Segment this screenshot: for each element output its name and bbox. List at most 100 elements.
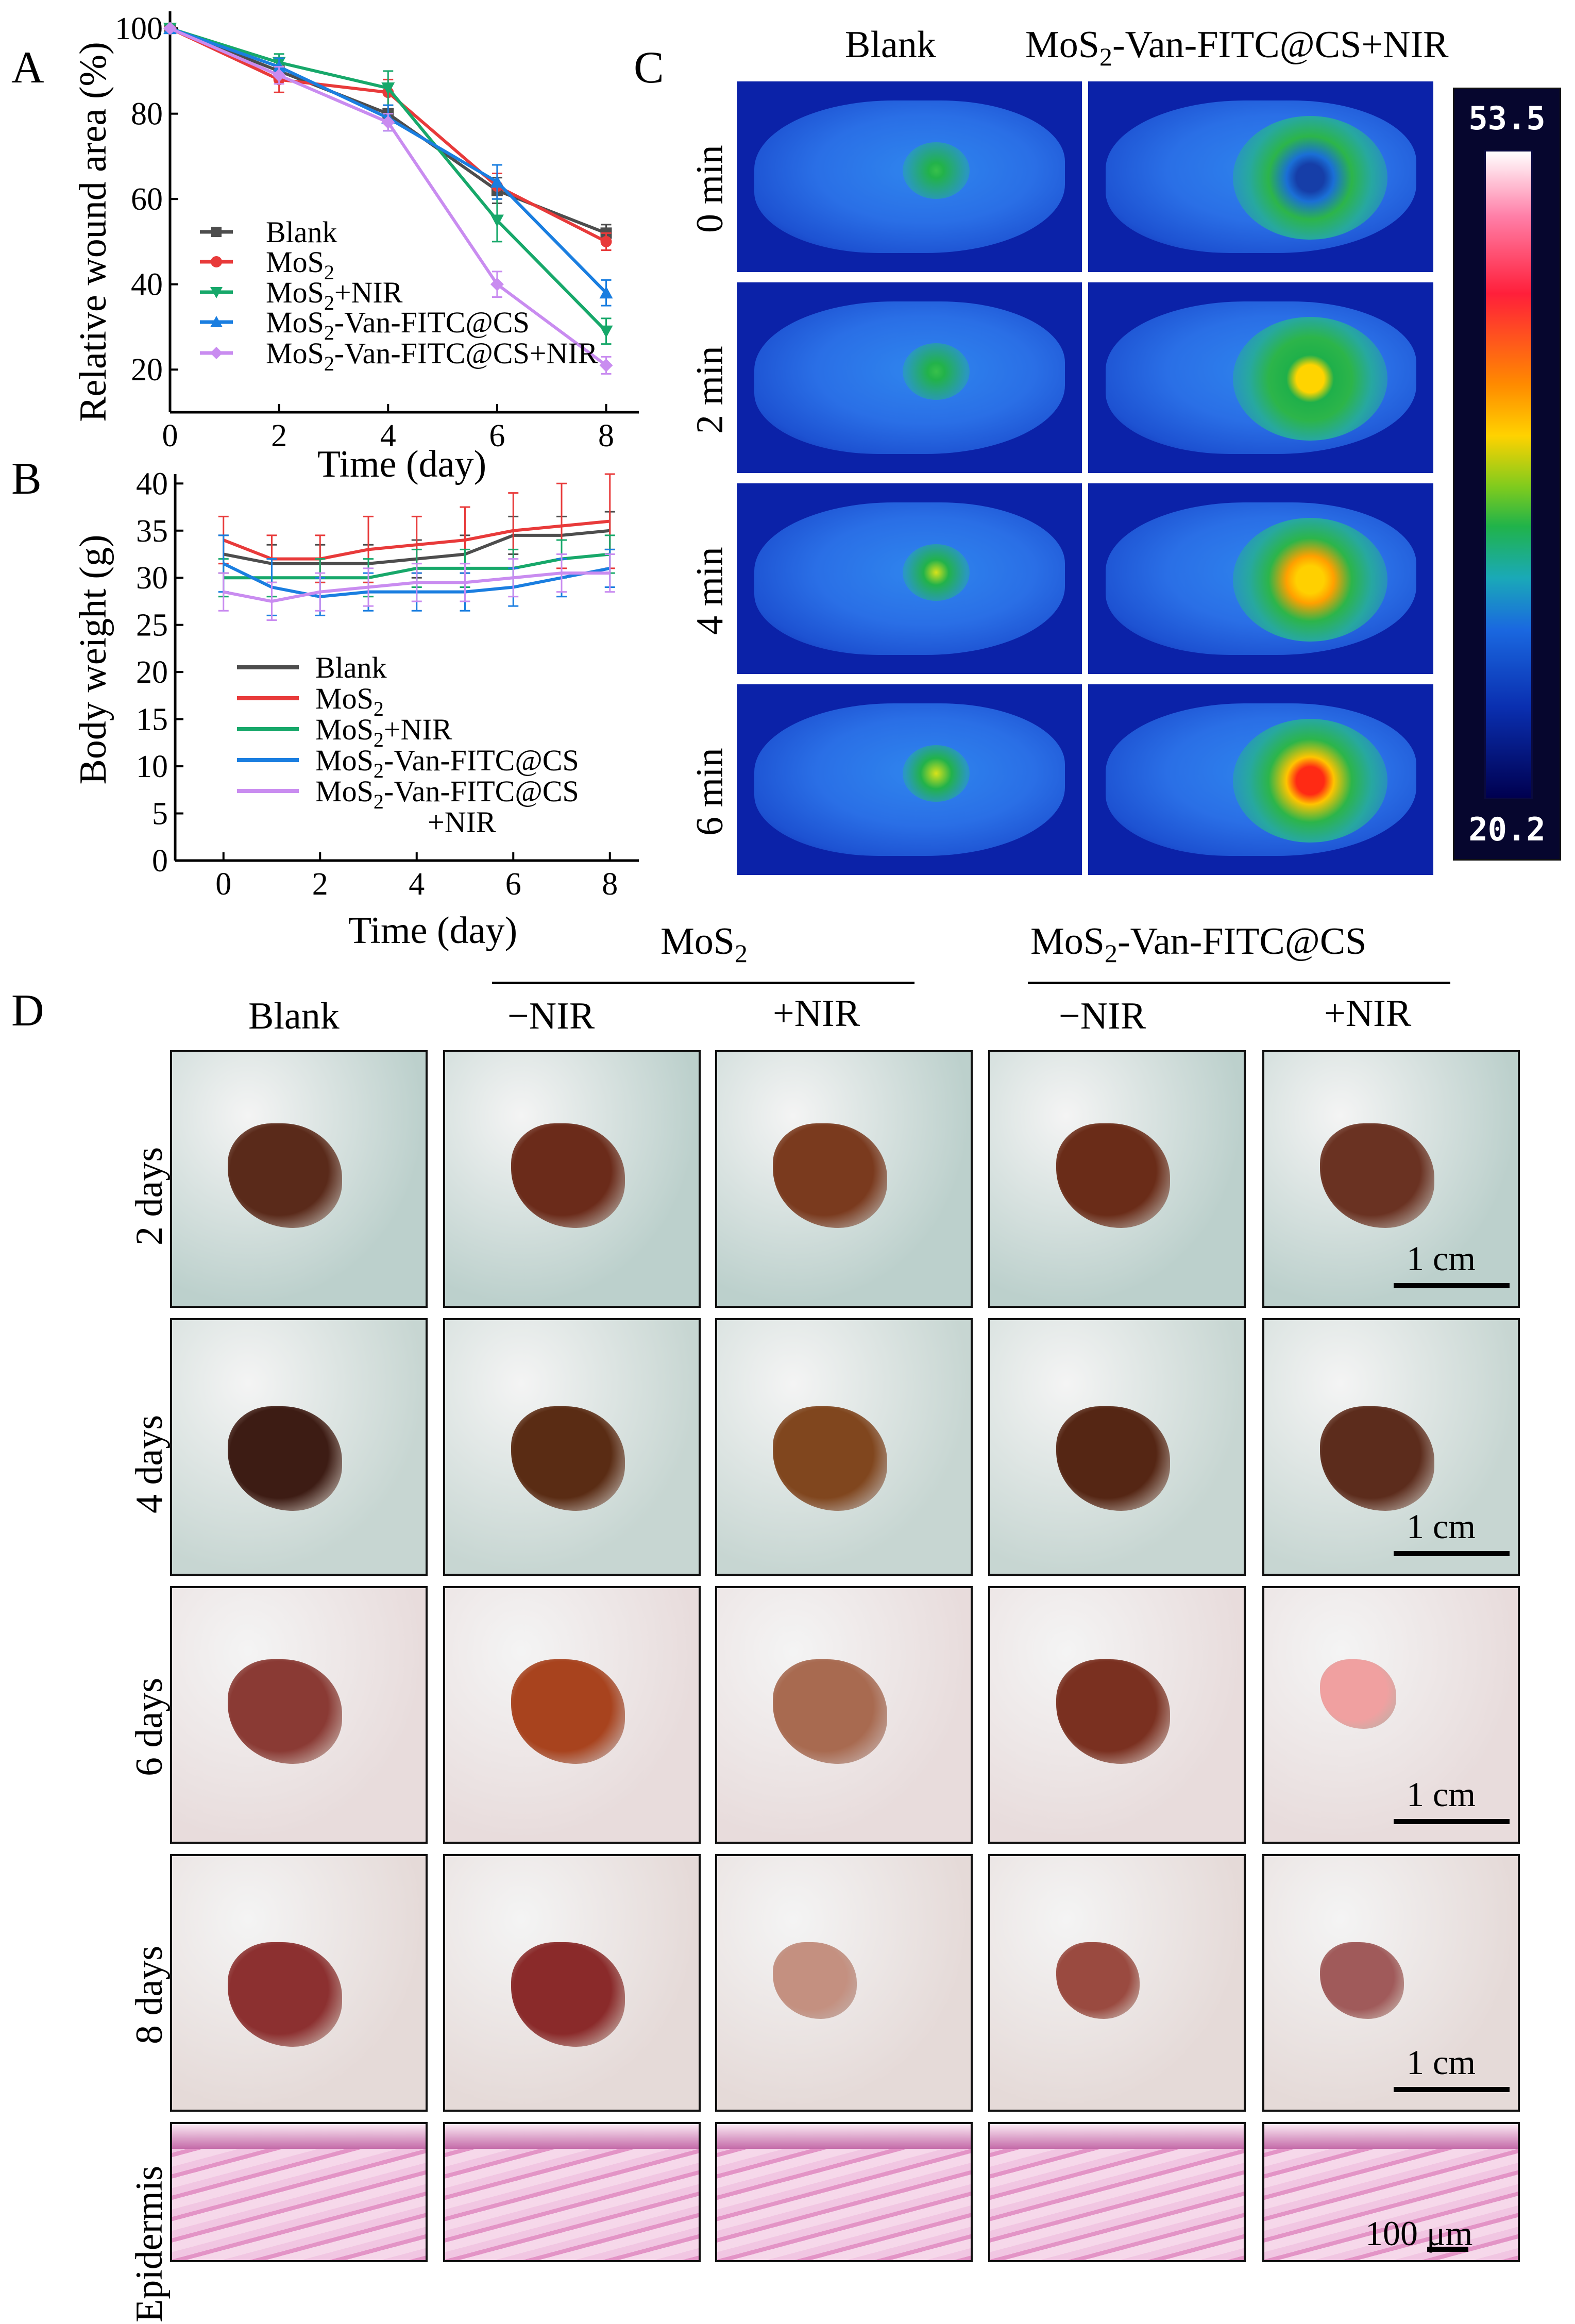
chart-a-x-label: Time (day): [317, 443, 486, 485]
wound-lesion: [773, 1406, 887, 1511]
chart-b-y-tick-label: 0: [152, 844, 168, 879]
wound-lesion: [511, 1942, 625, 2047]
chart-a-x-tick-label: 6: [489, 418, 505, 453]
chart-a-y-tick-label: 60: [131, 182, 163, 217]
histology-photo-mos2-minus-nir: [443, 2122, 701, 2262]
wound-photo-2days-van-minus-nir: [988, 1050, 1246, 1308]
chart-b-y-tick-label: 15: [136, 702, 168, 737]
scale-bar-label-cm: 1 cm: [1407, 1775, 1476, 1814]
scale-bar-cm: [1394, 1551, 1510, 1556]
thermal-image-4min-blank: [737, 483, 1082, 674]
wound-photo-6days-van-plus-nir: [1262, 1586, 1520, 1844]
wound-photo-2days-van-plus-nir: [1262, 1050, 1520, 1308]
wound-col-blank: Blank: [248, 995, 340, 1037]
thermal-scale-gradient: [1484, 150, 1533, 799]
wound-lesion: [1320, 1942, 1404, 2019]
legend-a-mos2-nir-label: MoS2+NIR: [266, 276, 403, 314]
wound-lesion: [228, 1659, 342, 1764]
chart-a-point: [599, 325, 613, 338]
wound-row-4days: 4 days: [128, 1414, 171, 1513]
wound-col-mos2-minus-nir: −NIR: [507, 995, 595, 1037]
chart-b-legend: Blank MoS2 MoS2+NIR MoS2-Van-FITC@CS MoS…: [237, 651, 579, 839]
chart-b-x-tick-label: 6: [505, 867, 521, 902]
chart-a-y-tick-label: 20: [131, 352, 163, 388]
panel-label-c: C: [634, 43, 664, 93]
chart-a-series-line-1: [169, 27, 607, 243]
legend-b-nir-wrap: +NIR: [428, 805, 496, 839]
wound-lesion: [1320, 1406, 1434, 1511]
thermal-image-6min-blank: [737, 684, 1082, 875]
wound-lesion: [773, 1942, 857, 2019]
chart-a-x-tick-label: 2: [271, 418, 287, 453]
chart-b-x-tick-label: 2: [312, 867, 328, 902]
wound-lesion: [228, 1123, 342, 1228]
wound-lesion: [511, 1406, 625, 1511]
legend-a-van-nir-label: MoS2-Van-FITC@CS+NIR: [266, 336, 598, 375]
legend-b-van-label: MoS2-Van-FITC@CS: [315, 744, 579, 782]
wound-row-6days: 6 days: [128, 1677, 171, 1776]
legend-a-mos2-marker: [211, 256, 222, 267]
thermal-hotspot: [1233, 115, 1388, 240]
chart-a-point: [163, 22, 177, 36]
thermal-scale-max: 53.5: [1468, 99, 1546, 137]
chart-a-y-tick-label: 40: [131, 267, 163, 302]
wound-group-mos2: MoS2: [661, 920, 748, 968]
legend-a-mos2-label: MoS2: [266, 245, 334, 284]
thermal-hotspot: [1233, 517, 1388, 642]
panel-label-a: A: [11, 43, 44, 93]
chart-b-y-tick-label: 20: [136, 655, 168, 690]
chart-a-point: [381, 115, 395, 129]
wound-lesion: [1320, 1123, 1434, 1228]
legend-a-van-label: MoS2-Van-FITC@CS: [266, 306, 530, 344]
wound-photo-4days-mos2-minus-nir: [443, 1318, 701, 1576]
wound-lesion: [511, 1659, 625, 1764]
histology-photo-van-plus-nir: [1262, 2122, 1520, 2262]
wound-lesion: [228, 1942, 342, 2047]
wound-group-mos2-line: [492, 982, 914, 984]
chart-b-x-label: Time (day): [348, 910, 517, 952]
histology-epidermis-layer: [445, 2124, 699, 2149]
wound-lesion: [773, 1659, 887, 1764]
chart-a-y-label: Relative wound area (%): [72, 42, 114, 422]
wound-lesion: [1056, 1406, 1171, 1511]
wound-group-van-line: [1028, 982, 1450, 984]
thermal-hotspot: [902, 745, 970, 802]
scale-bar-um: [1427, 2247, 1468, 2252]
chart-a-point: [599, 286, 613, 299]
wound-lesion: [1056, 1123, 1171, 1228]
legend-b-van-nir-label: MoS2-Van-FITC@CS: [315, 774, 579, 813]
wound-row-epidermis: Epidermis: [128, 2165, 171, 2322]
thermal-image-0min-treated: [1088, 81, 1433, 272]
panel-label-d: D: [11, 986, 44, 1036]
wound-lesion: [1056, 1942, 1140, 2019]
wound-row-8days: 8 days: [128, 1945, 171, 2044]
chart-a-legend: Blank MoS2 MoS2+NIR MoS2-Van-FITC@CS MoS…: [200, 215, 598, 375]
wound-photo-8days-blank: [170, 1854, 428, 2112]
thermal-row-6min: 6 min: [689, 748, 731, 836]
chart-a-y-tick-label: 100: [115, 11, 163, 46]
histology-photo-blank: [170, 2122, 428, 2262]
wound-photo-8days-van-minus-nir: [988, 1854, 1246, 2112]
chart-a-wound-area: 0 2 4 6 8 20 40 60 80 100 Time (day) Relative wou…: [72, 11, 639, 485]
thermal-image-2min-treated: [1088, 282, 1433, 473]
chart-b-x-tick-label: 0: [215, 867, 231, 902]
legend-a-mos2-nir-marker: [210, 287, 223, 298]
legend-b-blank-label: Blank: [315, 651, 387, 684]
wound-photo-4days-mos2-plus-nir: [715, 1318, 973, 1576]
thermal-row-2min: 2 min: [689, 346, 731, 434]
chart-b-y-tick-label: 35: [136, 514, 168, 549]
chart-b-x-tick-label: 4: [409, 867, 425, 902]
wound-photo-6days-mos2-minus-nir: [443, 1586, 701, 1844]
scale-bar-cm: [1394, 1283, 1510, 1288]
chart-b-x-tick-label: 8: [602, 867, 618, 902]
histology-photo-mos2-plus-nir: [715, 2122, 973, 2262]
wound-row-2days: 2 days: [128, 1147, 171, 1245]
legend-a-van-marker: [210, 316, 223, 327]
chart-a-point: [381, 82, 395, 95]
histology-epidermis-layer: [172, 2124, 426, 2149]
chart-a-x-tick-label: 0: [162, 418, 178, 453]
wound-lesion: [228, 1406, 342, 1511]
wound-photo-2days-mos2-plus-nir: [715, 1050, 973, 1308]
scale-bar-label-cm: 1 cm: [1407, 2043, 1476, 2082]
wound-photo-6days-mos2-plus-nir: [715, 1586, 973, 1844]
